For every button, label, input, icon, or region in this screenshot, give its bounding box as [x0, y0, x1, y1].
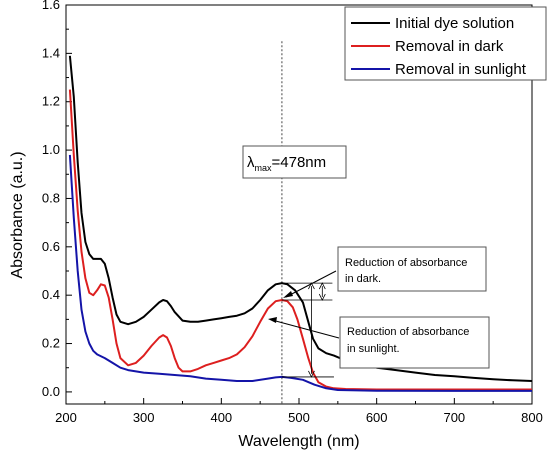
x-tick-label: 700	[443, 410, 465, 425]
dark-reduction-arrow-head-bottom	[318, 293, 326, 301]
x-tick-label: 600	[366, 410, 388, 425]
series-line-sunlight	[68, 154, 532, 392]
lambda-max-box	[242, 145, 347, 179]
annotation-dark-arrowhead	[283, 291, 293, 298]
annotation-dark-line-2: in dark.	[345, 273, 381, 285]
y-tick-label: 1.4	[42, 45, 60, 60]
series-line-dark	[68, 89, 532, 391]
annotation-sunlight-arrow	[271, 319, 340, 339]
x-axis-ticks: 200 300 400 500 600 700 800	[55, 398, 543, 425]
x-tick-label: 800	[521, 410, 543, 425]
lambda-subscript: max	[255, 163, 273, 173]
lambda-max-label: λmax=478nm	[242, 145, 347, 179]
annotation-dark: Reduction of absorbance in dark.	[283, 246, 487, 298]
x-tick-label: 300	[133, 410, 155, 425]
annotation-dark-arrow	[285, 270, 337, 298]
legend-label-dark: Removal in dark	[395, 38, 504, 55]
legend-label-sunlight: Removal in sunlight	[395, 61, 527, 78]
annotation-sunlight-box	[339, 316, 490, 369]
y-tick-label: 0.8	[42, 190, 60, 205]
x-tick-label: 500	[288, 410, 310, 425]
sunlight-reduction-arrow-head-top	[308, 282, 315, 290]
annotation-dark-line-1: Reduction of absorbance	[345, 257, 467, 269]
annotation-sunlight-arrowhead	[268, 317, 277, 323]
annotation-sunlight-line-2: in sunlight.	[347, 343, 400, 355]
y-axis-title: Absorbance (a.u.)	[9, 151, 26, 278]
legend: Initial dye solution Removal in dark Rem…	[344, 6, 547, 81]
y-tick-label: 1.6	[42, 0, 60, 12]
y-axis-ticks: 0.0 0.2 0.4 0.6 0.8 1.0 1.2 1.4 1.6	[42, 0, 72, 399]
y-tick-label: 1.0	[42, 142, 60, 157]
lambda-symbol: λ	[247, 154, 255, 171]
x-axis-title: Wavelength (nm)	[238, 433, 359, 450]
annotation-sunlight-line-1: Reduction of absorbance	[347, 326, 469, 338]
y-tick-label: 0.4	[42, 287, 60, 302]
dark-reduction-arrow-head-top	[318, 282, 326, 290]
svg-text:λmax=478nm: λmax=478nm	[247, 154, 326, 173]
y-tick-label: 1.2	[42, 94, 60, 109]
annotation-dark-box	[337, 246, 487, 292]
x-tick-label: 200	[55, 410, 77, 425]
y-tick-label: 0.0	[42, 384, 60, 399]
lambda-value: =478nm	[272, 154, 327, 171]
y-tick-label: 0.6	[42, 239, 60, 254]
annotation-sunlight: Reduction of absorbance in sunlight.	[268, 316, 490, 369]
x-tick-label: 400	[210, 410, 232, 425]
legend-box	[344, 6, 547, 81]
y-tick-label: 0.2	[42, 336, 60, 351]
legend-label-initial: Initial dye solution	[395, 15, 514, 32]
sunlight-reduction-arrow-head-bottom	[308, 370, 315, 378]
reduction-markers	[281, 282, 334, 378]
